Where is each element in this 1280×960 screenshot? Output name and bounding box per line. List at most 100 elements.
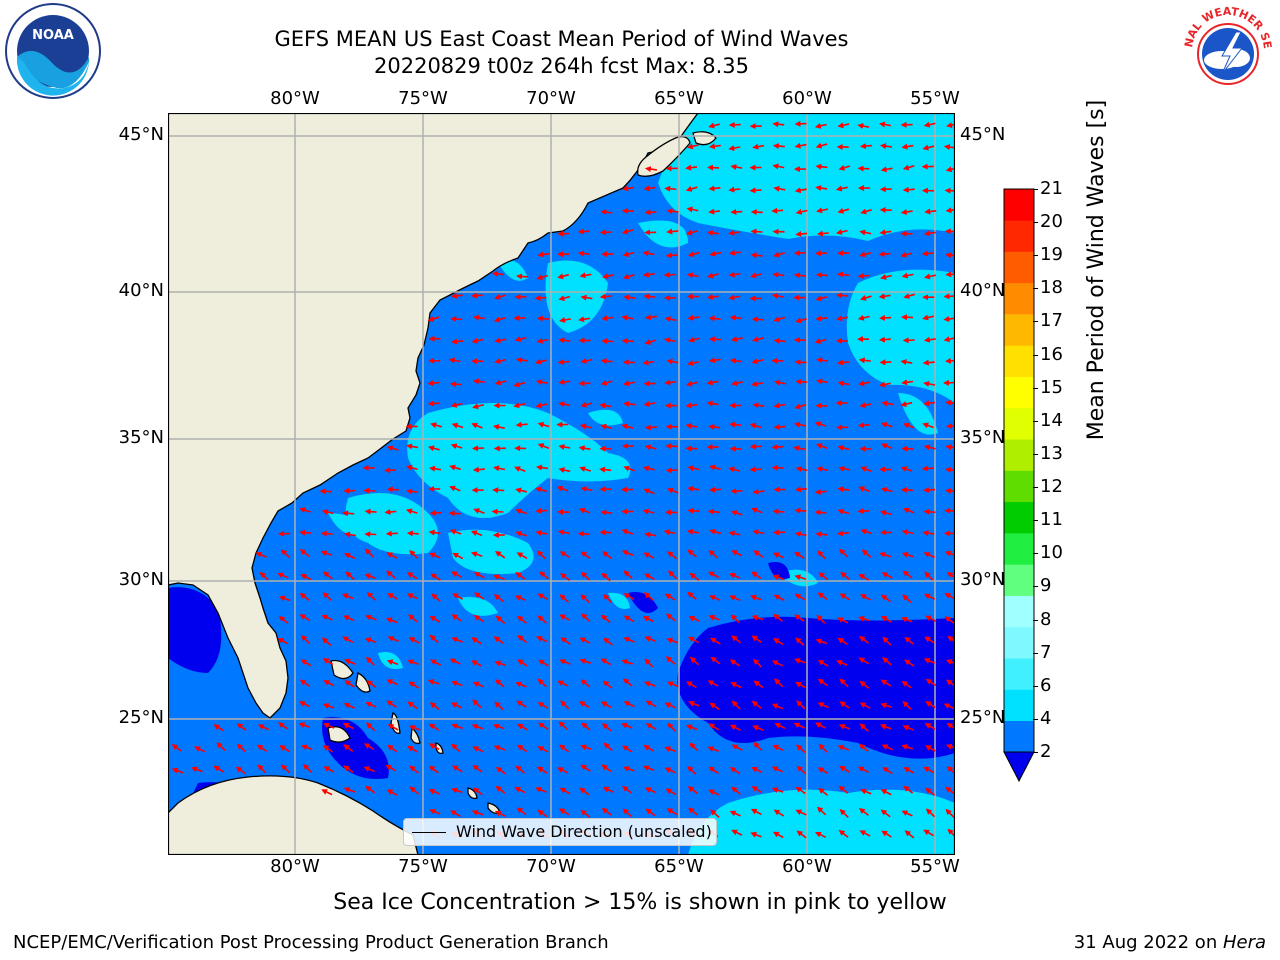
wind-wave-arrow bbox=[580, 294, 593, 301]
colorbar-band bbox=[1004, 595, 1034, 628]
wind-wave-arrow bbox=[880, 422, 893, 428]
wind-wave-arrow bbox=[602, 637, 613, 646]
wind-wave-arrow bbox=[409, 549, 419, 559]
wind-wave-arrow bbox=[706, 400, 719, 407]
wind-wave-arrow bbox=[535, 507, 548, 514]
wind-wave-arrow bbox=[366, 592, 377, 601]
wind-wave-arrow bbox=[664, 746, 676, 753]
wind-wave-arrow bbox=[515, 508, 527, 515]
wind-wave-arrow bbox=[257, 764, 267, 774]
wind-wave-arrow bbox=[471, 723, 484, 730]
wind-wave-arrow bbox=[731, 380, 743, 387]
wind-wave-arrow bbox=[600, 614, 611, 624]
wind-wave-arrow bbox=[817, 702, 829, 709]
wind-wave-arrow bbox=[580, 764, 591, 772]
wind-wave-arrow bbox=[580, 744, 592, 751]
wind-wave-arrow bbox=[513, 381, 526, 388]
wind-wave-arrow bbox=[666, 228, 679, 235]
wind-wave-arrow bbox=[494, 358, 507, 364]
wind-wave-arrow bbox=[321, 637, 332, 646]
wind-wave-arrow bbox=[771, 766, 783, 773]
wind-wave-arrow bbox=[772, 508, 785, 515]
wind-wave-arrow bbox=[515, 421, 528, 428]
wind-wave-arrow bbox=[753, 550, 764, 558]
wind-wave-arrow bbox=[946, 571, 954, 579]
wind-wave-arrow bbox=[451, 680, 463, 687]
wind-wave-arrow bbox=[255, 552, 267, 558]
wind-wave-arrow bbox=[557, 680, 569, 687]
wind-wave-arrow bbox=[880, 143, 893, 150]
wind-wave-arrow bbox=[773, 316, 786, 323]
wind-wave-arrow bbox=[858, 807, 869, 816]
graticule bbox=[169, 114, 954, 854]
wind-wave-arrow bbox=[602, 551, 613, 560]
wind-wave-arrow bbox=[709, 702, 720, 710]
wind-wave-arrow bbox=[835, 185, 848, 192]
wind-wave-arrow bbox=[558, 295, 571, 302]
wind-wave-arrow bbox=[708, 571, 720, 579]
wind-wave-arrow bbox=[836, 315, 849, 322]
wind-wave-arrow bbox=[492, 270, 505, 277]
wind-wave-arrow bbox=[644, 314, 657, 321]
wind-wave-arrow bbox=[794, 614, 805, 622]
wind-wave-arrow bbox=[903, 767, 915, 774]
wind-wave-arrow bbox=[580, 357, 593, 364]
wind-wave-arrow bbox=[386, 617, 398, 624]
wind-wave-arrow bbox=[623, 465, 635, 472]
wind-wave-arrow bbox=[946, 723, 954, 729]
wind-wave-arrow bbox=[363, 743, 375, 751]
wind-wave-arrow bbox=[407, 701, 418, 709]
wind-wave-arrow bbox=[406, 593, 418, 600]
wind-wave-arrow bbox=[794, 574, 807, 581]
wind-wave-arrow bbox=[839, 765, 850, 773]
wind-wave-arrow bbox=[663, 271, 676, 278]
wind-wave-arrow bbox=[900, 251, 913, 258]
wind-wave-arrow bbox=[689, 572, 700, 581]
wind-wave-arrow bbox=[559, 787, 571, 795]
wind-wave-arrow bbox=[644, 636, 656, 642]
wind-wave-arrow bbox=[580, 486, 593, 493]
wind-wave-arrow bbox=[752, 658, 763, 668]
wind-wave-arrow bbox=[322, 703, 335, 709]
wind-wave-arrow bbox=[236, 723, 247, 732]
wind-wave-arrow bbox=[428, 529, 441, 536]
wind-wave-arrow bbox=[494, 550, 506, 559]
wind-wave-arrow bbox=[687, 591, 697, 601]
colorbar-band bbox=[1004, 407, 1034, 440]
wind-wave-arrow bbox=[793, 250, 806, 257]
wind-wave-arrow bbox=[921, 465, 934, 472]
wind-wave-arrow bbox=[622, 766, 635, 772]
wind-wave-arrow bbox=[944, 466, 954, 473]
colorbar-tick-label: 16 bbox=[1040, 343, 1063, 365]
wind-wave-arrow bbox=[517, 634, 528, 644]
wind-wave-arrow bbox=[796, 765, 807, 775]
wind-wave-arrow bbox=[644, 424, 657, 431]
wind-wave-arrow bbox=[687, 360, 700, 367]
wind-wave-arrow bbox=[708, 185, 721, 192]
wind-wave-arrow bbox=[728, 249, 741, 256]
wind-wave-arrow bbox=[557, 529, 570, 536]
wind-wave-arrow bbox=[860, 466, 872, 473]
wind-wave-arrow bbox=[364, 637, 377, 644]
wind-wave-arrow bbox=[900, 359, 913, 366]
wind-wave-arrow bbox=[493, 465, 506, 472]
wind-wave-arrow bbox=[749, 422, 762, 429]
colorbar-tick-label: 17 bbox=[1040, 310, 1063, 332]
wind-wave-arrow bbox=[753, 742, 763, 751]
wind-wave-arrow bbox=[773, 594, 785, 602]
wind-wave-arrow bbox=[751, 571, 762, 580]
wind-wave-arrow bbox=[904, 830, 915, 839]
wind-wave-arrow bbox=[816, 272, 829, 278]
lat-label-right: 40°N bbox=[960, 280, 1006, 301]
wind-wave-arrow bbox=[923, 829, 934, 837]
wind-wave-arrow bbox=[623, 701, 635, 708]
wind-wave-arrow bbox=[621, 659, 634, 665]
wind-wave-arrow bbox=[687, 485, 700, 492]
wind-wave-arrow bbox=[343, 702, 356, 709]
wind-wave-arrow bbox=[880, 702, 893, 709]
wind-wave-arrow bbox=[429, 634, 439, 644]
wind-wave-arrow bbox=[858, 486, 870, 492]
wind-wave-arrow bbox=[514, 336, 527, 342]
wind-wave-arrow bbox=[729, 659, 741, 667]
wind-wave-arrow bbox=[728, 229, 741, 236]
